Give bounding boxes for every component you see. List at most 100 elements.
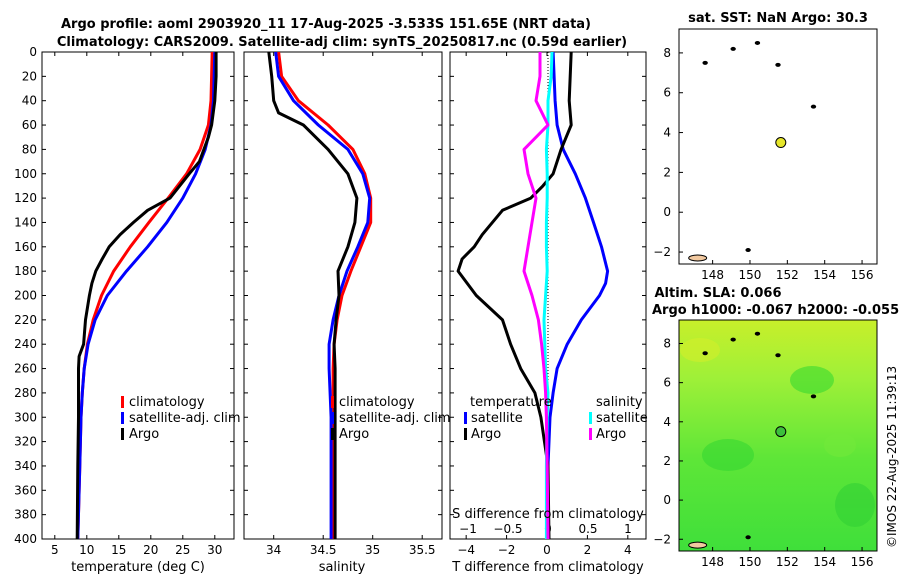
- land-mass: [754, 331, 761, 336]
- land-mass: [730, 46, 736, 51]
- map-y-tick-label: 4: [663, 415, 671, 429]
- y-tick-label: 40: [22, 94, 37, 108]
- map-x-tick-label: 154: [813, 268, 836, 282]
- land-mass: [702, 351, 708, 356]
- legend-swatch-satellite: [121, 412, 124, 424]
- x-tick-label: 2: [584, 543, 592, 557]
- difference-legend: temperature salinity satellite Argo sate…: [464, 395, 648, 442]
- sst-map-panel: sat. SST: NaN Argo: 30.3 148 150 152 154 156…: [653, 11, 878, 282]
- top-x-tick-label: −1: [459, 522, 477, 536]
- land-mass: [702, 60, 708, 65]
- sla-patch: [702, 439, 754, 471]
- title-line1: Argo profile: aoml 2903920_11 17-Aug-202…: [61, 17, 591, 32]
- map-y-tick-label: 8: [663, 336, 671, 350]
- sla-patch: [824, 433, 856, 457]
- salinity-xlabel: salinity: [319, 560, 366, 575]
- series-line-argo: [267, 52, 359, 539]
- x-tick-label: −4: [457, 543, 475, 557]
- land-mass: [688, 541, 708, 549]
- series-line-t-argo: [456, 52, 573, 539]
- x-tick-label: 35.5: [409, 543, 436, 557]
- map-y-tick-label: 0: [663, 205, 671, 219]
- land-mass: [745, 248, 751, 253]
- diff-legend-label-t-argo: Argo: [471, 427, 501, 442]
- y-tick-label: 180: [14, 264, 37, 278]
- map-x-tick-label: 152: [776, 555, 799, 569]
- y-tick-label: 400: [14, 532, 37, 546]
- land-mass: [775, 62, 781, 67]
- land-mass: [810, 104, 817, 109]
- sla-map-subtitle: Argo h1000: -0.067 h2000: -0.055: [652, 303, 899, 318]
- legend-swatch-argo: [121, 428, 124, 440]
- temperature-xlabel: temperature (deg C): [71, 560, 205, 575]
- difference-top-xlabel: S difference from climatology: [452, 507, 644, 522]
- temperature-panel: 0 20 40 60 80 100 120 140 160 180 200 220 240 260 280 3…: [14, 45, 241, 575]
- land-mass: [775, 353, 781, 358]
- y-tick-label: 0: [29, 45, 37, 59]
- land-mass: [745, 535, 751, 540]
- x-tick-label: 4: [624, 543, 632, 557]
- y-tick-label: 240: [14, 337, 37, 351]
- land-mass: [688, 254, 708, 262]
- sla-map-patches: [680, 338, 875, 527]
- diff-legend-label-t-satellite: satellite: [471, 411, 523, 426]
- y-tick-label: 220: [14, 313, 37, 327]
- map-y-tick-label: 2: [663, 454, 671, 468]
- x-tick-label: 34.5: [310, 543, 337, 557]
- land-mass: [730, 337, 736, 342]
- y-tick-label: 100: [14, 167, 37, 181]
- sla-patch: [835, 483, 875, 527]
- sal-legend-swatch-climatology: [331, 396, 334, 408]
- series-line-climatology: [277, 52, 373, 539]
- sst-map-title: sat. SST: NaN Argo: 30.3: [688, 11, 868, 26]
- map-x-tick-label: 148: [701, 268, 724, 282]
- legend-label-satellite: satellite-adj. clim: [129, 411, 241, 426]
- temperature-axes: [41, 51, 235, 540]
- x-tick-label: 34: [266, 543, 281, 557]
- diff-legend-swatch-s-satellite: [589, 412, 592, 424]
- legend-label-climatology: climatology: [129, 395, 205, 410]
- sal-legend-label-satellite: satellite-adj. clim: [339, 411, 451, 426]
- map-x-tick-label: 156: [851, 268, 874, 282]
- x-tick-label: 0: [543, 543, 551, 557]
- y-tick-label: 340: [14, 459, 37, 473]
- diff-legend-label-s-satellite: satellite: [596, 411, 648, 426]
- y-tick-label: 140: [14, 215, 37, 229]
- map-x-tick-label: 150: [739, 555, 762, 569]
- salinity-panel: 34 34.5 35 35.5 salinity climatology satell…: [243, 51, 451, 575]
- map-y-tick-label: 6: [663, 86, 671, 100]
- map-y-tick-label: 2: [663, 165, 671, 179]
- map-y-tick-label: 6: [663, 376, 671, 390]
- sla-map-panel: Altim. SLA: 0.066 Argo h1000: -0.067 h20…: [652, 286, 899, 569]
- y-tick-label: 300: [14, 410, 37, 424]
- legend-title-temperature: temperature: [470, 395, 552, 410]
- title-line2: Climatology: CARS2009. Satellite-adj cli…: [57, 35, 627, 50]
- map-y-tick-label: 8: [663, 46, 671, 60]
- sal-legend-label-climatology: climatology: [339, 395, 415, 410]
- land-mass: [810, 394, 817, 399]
- x-tick-label: −2: [498, 543, 516, 557]
- diff-legend-swatch-t-argo: [464, 428, 467, 440]
- difference-xlabel: T difference from climatology: [451, 560, 644, 575]
- y-tick-label: 280: [14, 386, 37, 400]
- map-y-tick-label: 0: [663, 493, 671, 507]
- diff-legend-label-s-argo: Argo: [596, 427, 626, 442]
- map-x-tick-label: 154: [813, 555, 836, 569]
- x-tick-label: 20: [143, 543, 158, 557]
- y-tick-label: 80: [22, 142, 37, 156]
- x-tick-label: 10: [79, 543, 94, 557]
- y-tick-label: 380: [14, 508, 37, 522]
- x-tick-label: 5: [51, 543, 59, 557]
- sal-legend-swatch-satellite: [331, 412, 334, 424]
- map-y-tick-label: 4: [663, 126, 671, 140]
- sla-patch: [790, 366, 834, 394]
- sla-map-title: Altim. SLA: 0.066: [655, 286, 782, 301]
- argo-location-marker: [775, 137, 787, 149]
- y-tick-label: 160: [14, 240, 37, 254]
- y-tick-label: 360: [14, 483, 37, 497]
- series-line-satellite-adj-clim: [274, 52, 372, 539]
- salinity-legend: climatology satellite-adj. clim Argo: [331, 395, 451, 442]
- x-tick-label: 25: [175, 543, 190, 557]
- y-tick-label: 60: [22, 118, 37, 132]
